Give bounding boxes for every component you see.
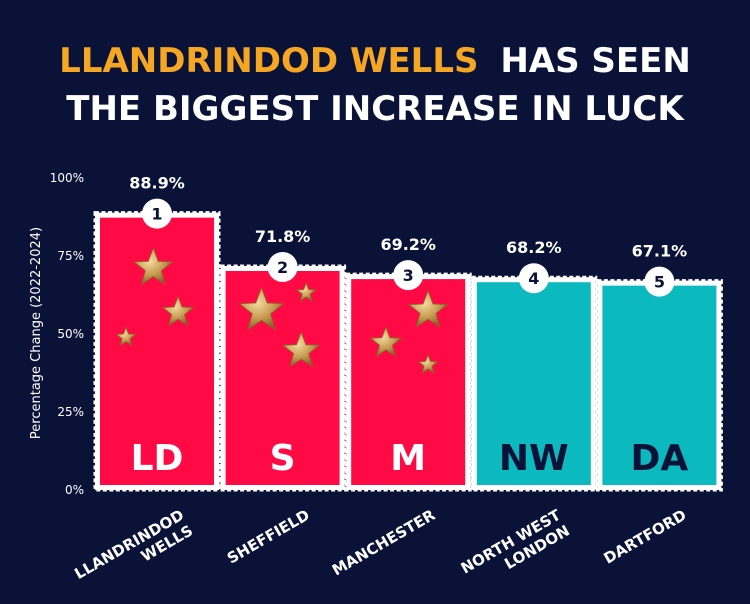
x-category-label: MANCHESTER [329, 506, 439, 580]
y-tick-label: 25% [57, 405, 84, 419]
rank-number: 3 [403, 266, 414, 285]
title-highlight: LLANDRINDOD WELLS [59, 41, 478, 81]
title-line1-rest: HAS SEEN [500, 41, 691, 81]
star-icon [369, 326, 403, 358]
chart-title-line1: LLANDRINDOD WELLS HAS SEEN [59, 41, 691, 81]
star-icon [115, 326, 137, 347]
value-label: 88.9% [129, 174, 185, 193]
y-axis-ticks: 0% 25% 50% 75% 100% [50, 171, 84, 497]
bar-group: S 2 71.8% [219, 227, 347, 492]
bar [602, 285, 717, 485]
star-icon [161, 295, 195, 327]
bar [476, 282, 591, 485]
y-tick-label: 50% [57, 327, 84, 341]
value-label: 67.1% [632, 242, 688, 261]
y-axis-label: Percentage Change (2022-2024) [29, 227, 44, 439]
rank-number: 1 [151, 205, 162, 224]
bar-group: LD 1 88.9% [93, 174, 221, 492]
bar-group: M 3 69.2% [344, 235, 472, 492]
y-tick-label: 75% [57, 249, 84, 263]
bar-abbreviation: DA [631, 438, 689, 479]
value-label: 69.2% [380, 235, 436, 254]
star-icon [407, 289, 449, 328]
x-category-label: DARTFORD [601, 506, 690, 568]
x-category-label: LLANDRINDODWELLS [71, 506, 196, 599]
x-category-label: SHEFFIELD [224, 506, 313, 568]
bars: LD 1 88.9% S 2 71.8% M 3 69.2% NW 4 68.2% DA 5 67.1% [93, 174, 723, 492]
rank-badge [644, 266, 675, 297]
bar-abbreviation: M [390, 438, 426, 479]
rank-number: 5 [654, 273, 665, 292]
bar-abbreviation: S [270, 438, 296, 479]
bar-abbreviation: LD [131, 438, 184, 479]
rank-number: 2 [277, 258, 288, 277]
x-axis-labels: LLANDRINDODWELLS SHEFFIELD MANCHESTER NORTH… [71, 505, 690, 599]
bar-group: DA 5 67.1% [595, 242, 723, 492]
y-tick-label: 100% [50, 171, 84, 185]
star-icon [238, 286, 285, 331]
chart-title-line2: THE BIGGEST INCREASE IN LUCK [66, 89, 685, 129]
bar-group: NW 4 68.2% [470, 238, 598, 492]
rank-number: 4 [528, 269, 539, 288]
star-icon [295, 281, 317, 302]
star-icon [282, 330, 321, 368]
bar-abbreviation: NW [499, 438, 569, 479]
star-icon [133, 246, 174, 286]
star-icon [417, 353, 439, 374]
y-tick-label: 0% [65, 483, 84, 497]
value-label: 71.8% [255, 227, 311, 246]
rank-badge [393, 260, 424, 291]
bar [351, 279, 466, 485]
rank-badge [142, 198, 172, 229]
x-category-label: NORTH WESTLONDON [458, 505, 574, 593]
rank-badge [518, 263, 549, 294]
rank-badge [267, 251, 298, 282]
value-label: 68.2% [506, 238, 562, 257]
